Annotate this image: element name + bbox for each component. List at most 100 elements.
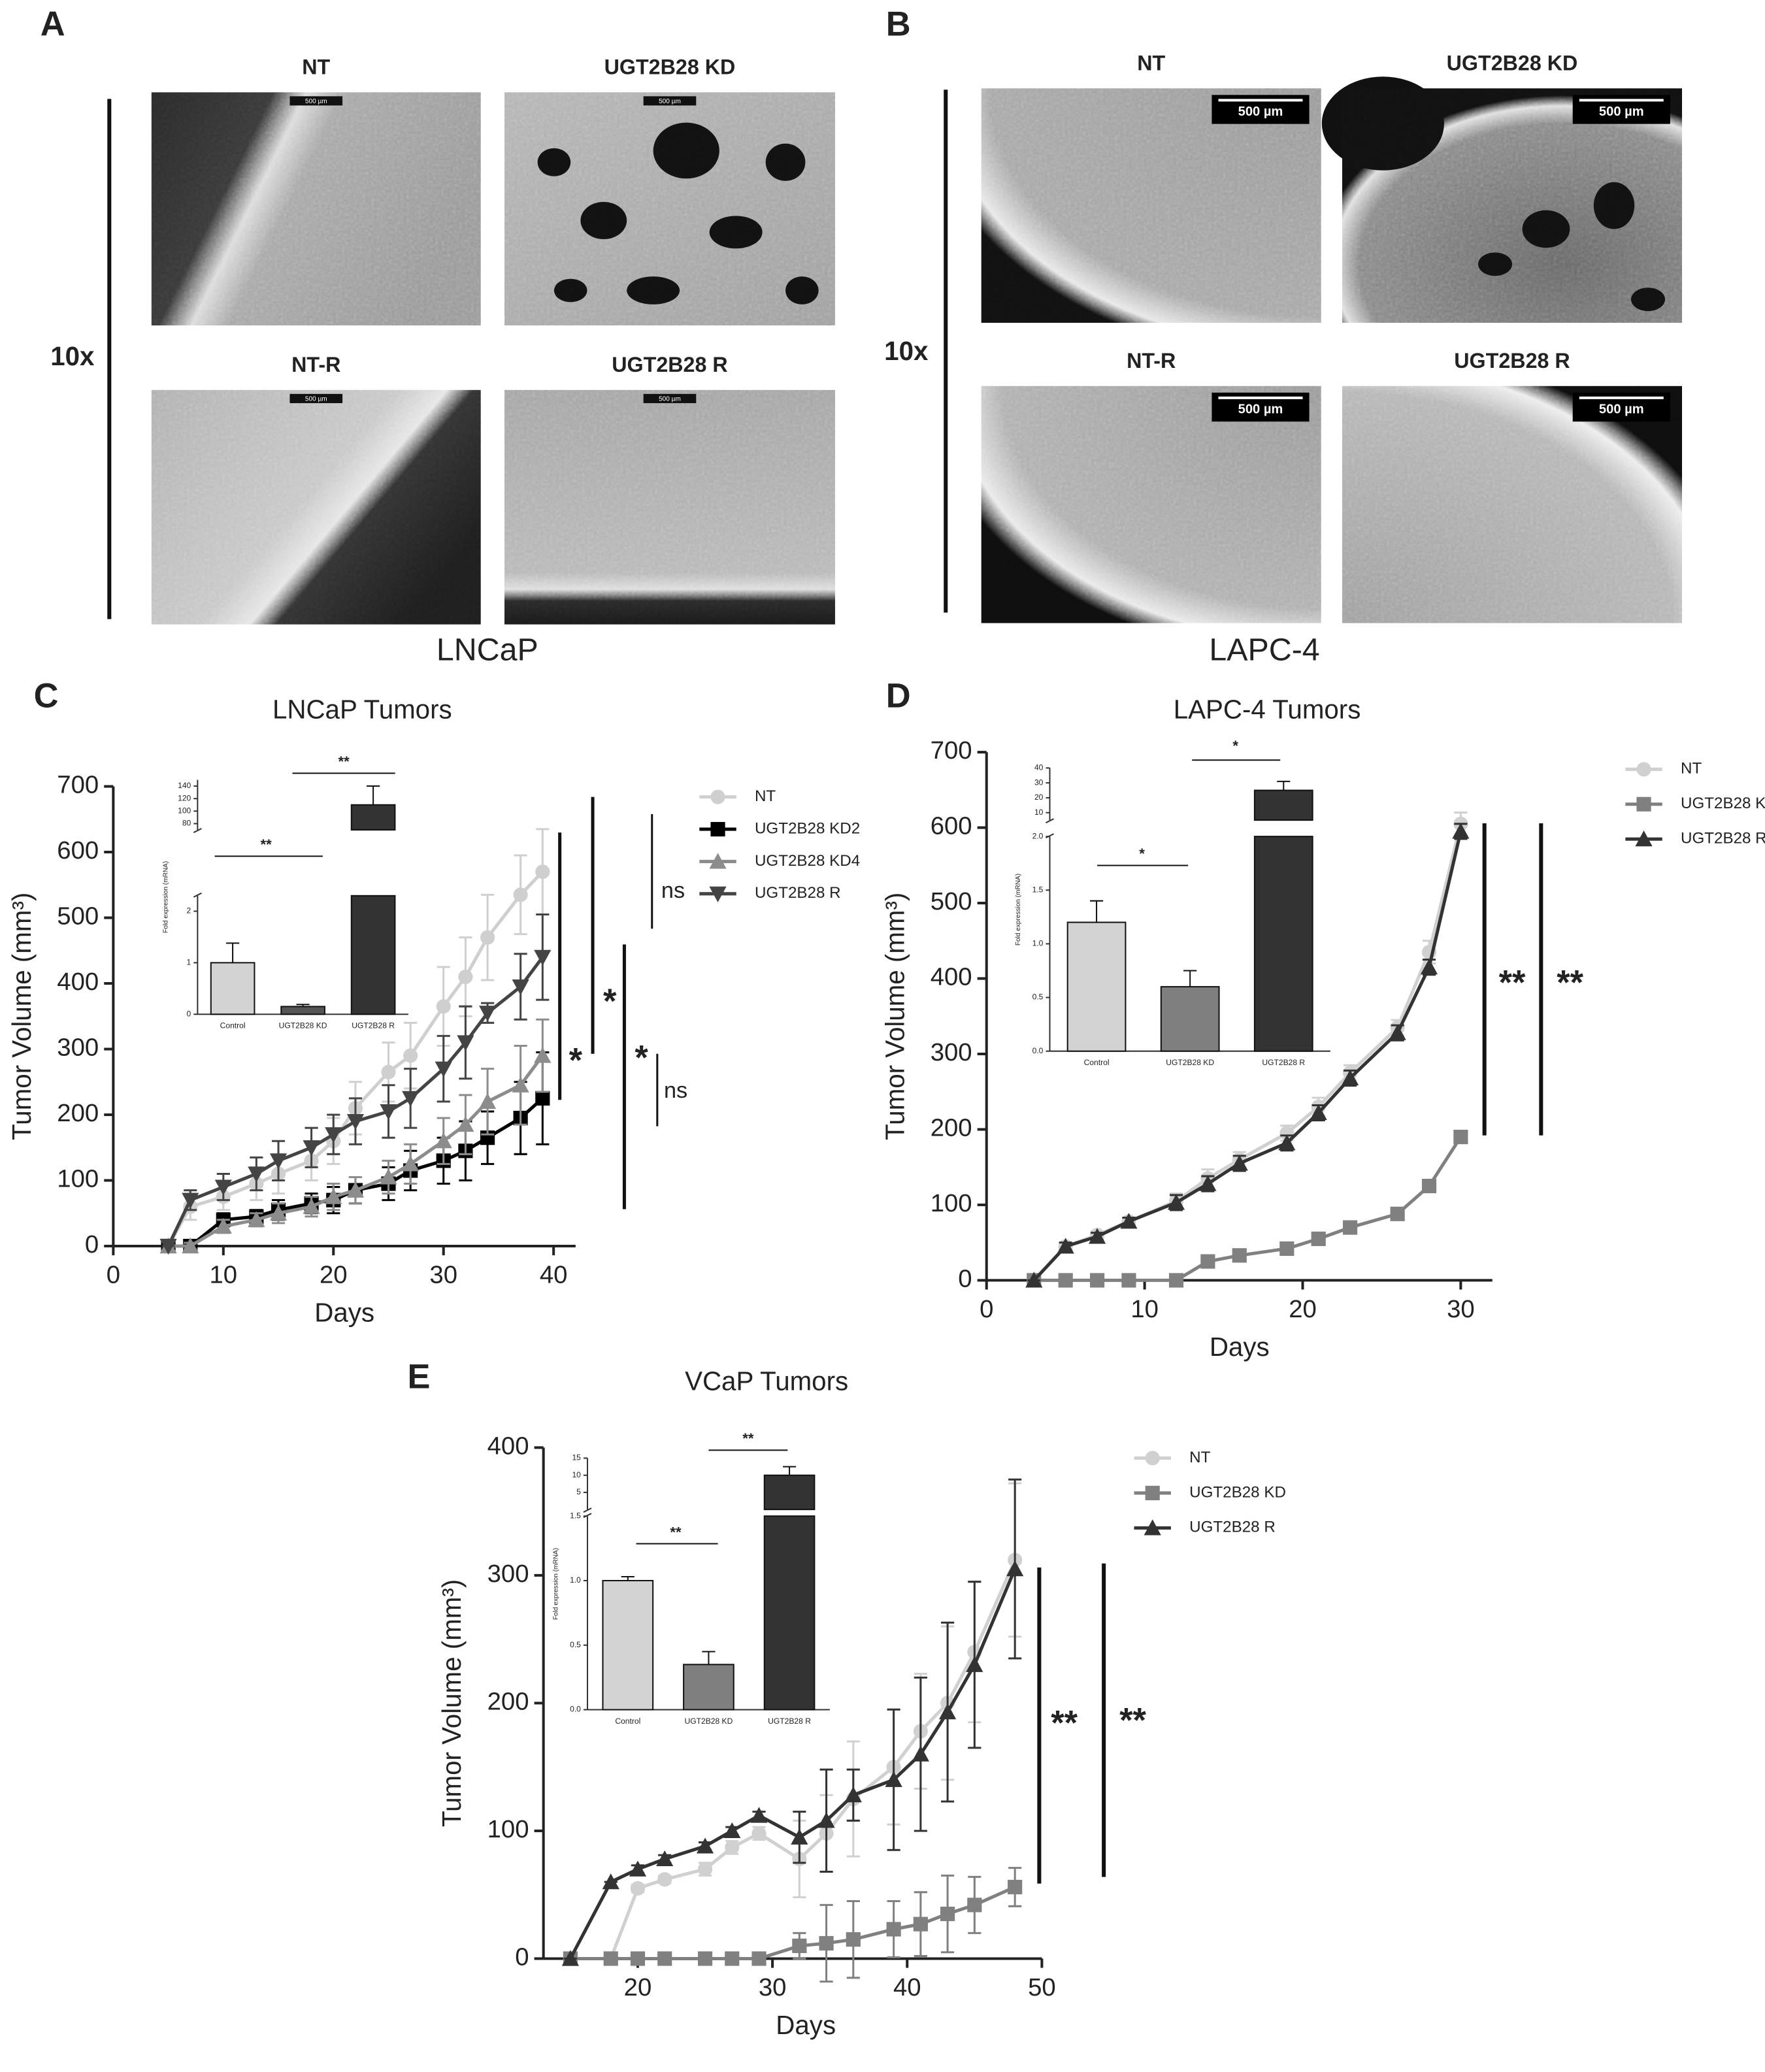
axis-break — [193, 828, 202, 898]
y-tick-label: 10 — [1034, 808, 1044, 817]
data-point — [846, 1932, 861, 1947]
image-grain — [151, 92, 481, 326]
image-title: NT — [302, 56, 330, 79]
y-tick-label: 700 — [931, 736, 972, 765]
data-point — [1420, 959, 1438, 975]
legend-label: UGT2B28 R — [755, 884, 841, 902]
y-tick-label: 1 — [187, 958, 191, 967]
chart-title: LAPC-4 Tumors — [1174, 695, 1361, 724]
line-chart: D LAPC-4 Tumors 0 100 200 300 400 500 600 700 0 10 2… — [880, 677, 1765, 1362]
data-point — [725, 1840, 740, 1855]
data-point — [723, 1822, 741, 1839]
image-grain — [981, 386, 1321, 623]
x-tick-label: 50 — [1028, 1973, 1056, 2001]
magnification: 10x — [884, 337, 929, 366]
image-title: NT-R — [1127, 349, 1176, 372]
x-tick-label: UGT2B28 R — [352, 1021, 395, 1030]
legend-marker — [709, 853, 727, 869]
legend-marker — [1635, 830, 1653, 847]
y-tick-label: 140 — [178, 781, 191, 790]
bar — [602, 1579, 654, 1711]
data-point — [966, 1656, 983, 1672]
data-point — [725, 1951, 740, 1966]
data-point — [1279, 1241, 1295, 1256]
data-point — [512, 979, 529, 996]
data-point — [214, 1217, 232, 1234]
y-tick-label: 30 — [1034, 778, 1044, 787]
x-tick-label: UGT2B28 KD — [1166, 1058, 1214, 1067]
scale-bar — [643, 96, 697, 106]
micrograph — [1342, 386, 1683, 623]
y-tick-label: 300 — [57, 1034, 99, 1062]
legend-marker — [710, 821, 725, 837]
legend-label: UGT2B28 KD4 — [755, 852, 860, 870]
data-point — [561, 1950, 579, 1966]
inset-bar-chart: 0 1 2 80 100 120 140 Fold expression (mRNA) Cont… — [163, 753, 408, 1030]
data-point — [458, 969, 473, 985]
y-tick-label: 0.5 — [570, 1640, 581, 1649]
error-bar — [226, 942, 240, 963]
data-point — [1168, 1273, 1184, 1288]
y-axis-label: Tumor Volume (mm³) — [880, 893, 910, 1140]
legend-label: UGT2B28 KD — [1189, 1483, 1286, 1501]
x-tick-label: 40 — [540, 1260, 568, 1289]
data-point — [380, 1168, 397, 1185]
bar — [763, 1515, 816, 1711]
error-bar — [296, 1004, 310, 1007]
line-chart: E VCaP Tumors 0 100 200 300 400 20 30 40 50 Days Tum… — [408, 1358, 1286, 2040]
data-point — [478, 1093, 497, 1109]
panel-letter: B — [886, 5, 911, 43]
scale-bar — [289, 96, 343, 106]
y-axis-label: Fold expression (mRNA) — [163, 861, 170, 933]
data-point — [535, 1091, 550, 1106]
data-point — [325, 1188, 342, 1204]
scale-bar-label: 500 µm — [659, 396, 681, 403]
x-tick-label: Control — [1084, 1058, 1110, 1067]
data-point — [630, 1881, 646, 1896]
data-point — [602, 1873, 619, 1890]
x-tick-label: UGT2B28 R — [1262, 1058, 1305, 1067]
data-point — [1341, 1069, 1359, 1086]
data-point — [1058, 1273, 1073, 1288]
data-point — [1342, 1220, 1358, 1235]
scale-bar-label: 500 µm — [1238, 105, 1283, 119]
scale-bar-label: 500 µm — [305, 396, 327, 403]
error-bar — [702, 1651, 716, 1665]
y-tick-label: 100 — [931, 1189, 972, 1217]
data-point — [817, 1812, 835, 1828]
data-point — [1025, 1272, 1043, 1288]
data-point — [457, 1035, 474, 1051]
panel-letter: C — [34, 677, 59, 715]
image-title: UGT2B28 R — [1454, 349, 1570, 372]
y-axis-label: Tumor Volume (mm³) — [437, 1579, 467, 1827]
chart-title: LNCaP Tumors — [272, 695, 452, 724]
significance: ns — [661, 878, 685, 903]
micrograph — [1321, 76, 1683, 323]
significance: * — [1139, 846, 1145, 862]
legend-label: NT — [755, 787, 776, 805]
image-grain — [151, 389, 481, 625]
data-point — [346, 1181, 365, 1198]
micrograph — [981, 386, 1321, 623]
legend-marker — [1636, 797, 1651, 812]
y-tick-label: 1.0 — [1032, 939, 1044, 948]
data-point — [1006, 1560, 1024, 1577]
data-point — [457, 1115, 474, 1132]
data-point — [534, 949, 552, 966]
chart-title: VCaP Tumors — [685, 1366, 848, 1396]
scale-bar-label: 500 µm — [1238, 402, 1283, 416]
data-point — [512, 1076, 529, 1093]
data-point — [751, 1951, 767, 1966]
bar — [1160, 986, 1220, 1052]
data-point — [750, 1807, 768, 1823]
data-point — [1421, 1178, 1437, 1194]
x-axis-label: Days — [314, 1298, 374, 1327]
data-point — [1278, 1134, 1296, 1151]
data-point — [1310, 1104, 1327, 1121]
data-point — [819, 1935, 834, 1951]
legend-label: NT — [1681, 760, 1702, 778]
significance: * — [1232, 738, 1238, 754]
legend-label: NT — [1189, 1449, 1210, 1466]
data-point — [402, 1091, 420, 1107]
micrograph — [981, 88, 1321, 323]
